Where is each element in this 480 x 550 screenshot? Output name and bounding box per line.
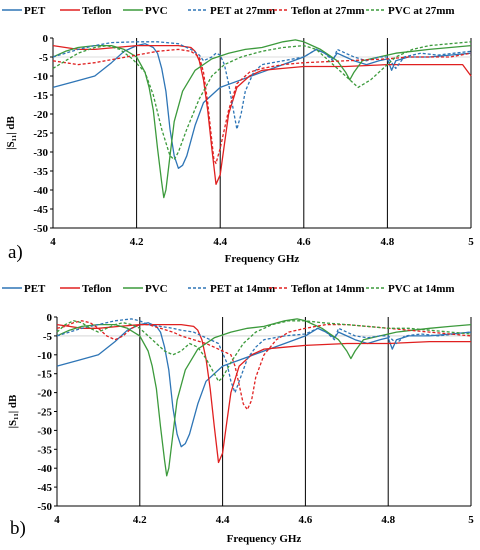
- tick-label-y: -45: [33, 204, 48, 216]
- tick-label-y: -25: [33, 128, 48, 140]
- series-line-2: [52, 44, 472, 185]
- chart-panel-2: 0 -5 -10 -15 -20 -25 -30 -35 -40 -45 -504 4.2 4.4 4.6…: [2, 283, 474, 545]
- series-line-1: [56, 322, 472, 448]
- tick-label-y: -10: [37, 350, 52, 362]
- tick-label-x: 4: [50, 236, 56, 248]
- tick-label-x: 5: [468, 514, 474, 526]
- legend: PET Teflon PVC PET at 27mm Teflon at 27mm PVC…: [2, 5, 455, 17]
- legend-label: PVC at 27mm: [388, 5, 455, 17]
- chart-panel-1: 0 -5 -10 -15 -20 -25 -30 -35 -40 -45 -504 4.2 4.4 4.6…: [2, 5, 474, 265]
- panel-label: a): [8, 242, 23, 263]
- x-axis-title: Frequency GHz: [225, 253, 300, 265]
- series-line-1: [52, 43, 472, 169]
- tick-label-y: -5: [39, 52, 49, 64]
- legend-label: Teflon at 14mm: [291, 283, 365, 295]
- series-line-2: [56, 323, 471, 464]
- tick-label-y: -40: [33, 185, 48, 197]
- tick-label-x: 4.6: [299, 514, 313, 526]
- tick-label-y: 0: [43, 33, 49, 45]
- tick-label-y: 0: [47, 312, 53, 324]
- series-line-3: [56, 318, 472, 477]
- series-line-3: [52, 39, 472, 199]
- tick-label-x: 4: [54, 514, 60, 526]
- legend-label: PET at 27mm: [210, 5, 275, 17]
- y-axis-title: |S₁₁| dB: [5, 115, 17, 149]
- series-line-4: [52, 41, 472, 130]
- legend-label: PET at 14mm: [210, 283, 275, 295]
- x-axis-title: Frequency GHz: [227, 533, 302, 545]
- legend-label: Teflon: [82, 5, 112, 17]
- tick-label-x: 4.4: [216, 514, 230, 526]
- tick-label-y: -15: [33, 90, 48, 102]
- series-line-6: [52, 41, 472, 161]
- tick-label-y: -25: [37, 407, 52, 419]
- tick-label-y: -50: [33, 223, 48, 235]
- series-line-5: [56, 320, 472, 411]
- tick-label-y: -35: [33, 166, 48, 178]
- tick-label-y: -30: [33, 147, 48, 159]
- tick-label-y: -5: [43, 331, 53, 343]
- legend-label: PVC: [145, 283, 168, 295]
- tick-label-y: -20: [33, 109, 48, 121]
- tick-label-x: 4.2: [133, 514, 147, 526]
- tick-label-y: -10: [33, 71, 48, 83]
- legend-label: PET: [24, 283, 46, 295]
- series-line-5: [52, 48, 472, 165]
- tick-label-x: 4.8: [381, 514, 395, 526]
- tick-label-y: -30: [37, 425, 52, 437]
- series-line-6: [56, 320, 472, 382]
- legend-label: PVC: [145, 5, 168, 17]
- tick-label-y: -35: [37, 444, 52, 456]
- tick-label-x: 5: [468, 236, 474, 248]
- tick-label-y: -15: [37, 369, 52, 381]
- tick-label-x: 4.4: [213, 236, 227, 248]
- tick-label-y: -50: [37, 501, 52, 513]
- legend-label: PET: [24, 5, 46, 17]
- panel-label: b): [10, 518, 26, 539]
- legend: PET Teflon PVC PET at 14mm Teflon at 14mm PVC…: [2, 283, 455, 295]
- tick-label-x: 4.8: [381, 236, 395, 248]
- legend-label: Teflon at 27mm: [291, 5, 365, 17]
- y-axis-title: |S₁₁| dB: [7, 394, 19, 428]
- tick-label-y: -40: [37, 463, 52, 475]
- tick-label-x: 4.6: [297, 236, 311, 248]
- legend-label: Teflon: [82, 283, 112, 295]
- series-line-4: [56, 318, 472, 394]
- tick-label-x: 4.2: [130, 236, 144, 248]
- legend-label: PVC at 14mm: [388, 283, 455, 295]
- tick-label-y: -45: [37, 482, 52, 494]
- tick-label-y: -20: [37, 388, 52, 400]
